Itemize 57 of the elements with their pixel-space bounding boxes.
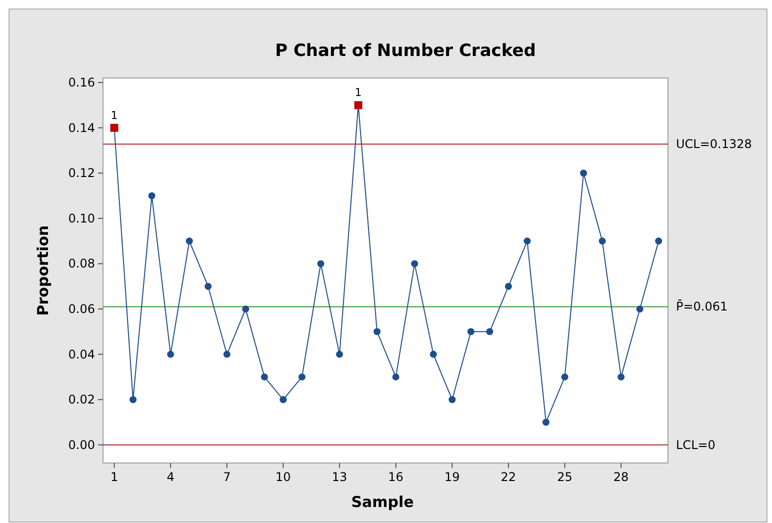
x-tick-label: 13: [332, 470, 348, 484]
x-tick-label: 4: [166, 470, 174, 484]
y-tick-label: 0.08: [68, 256, 95, 271]
point: [392, 373, 400, 380]
point: [598, 238, 606, 245]
point: [411, 260, 418, 268]
point: [486, 328, 494, 336]
x-tick-label: 7: [223, 470, 231, 484]
point: [242, 306, 250, 312]
annotation: 1: [354, 86, 362, 100]
y-tick-label: 0.06: [68, 302, 95, 316]
x-tick-label: 19: [444, 470, 460, 484]
y-tick-label: 0.04: [68, 347, 95, 362]
annotation: 1: [110, 108, 118, 122]
point: [186, 238, 193, 245]
y-axis-title: Proportion: [34, 225, 52, 316]
point: [655, 238, 662, 245]
point: [167, 350, 174, 358]
ref-line-label: LCL=0: [676, 438, 716, 452]
point: [110, 124, 118, 132]
point: [524, 238, 531, 245]
point: [280, 396, 287, 404]
ref-line-label: P̄=0.061: [676, 300, 728, 314]
x-tick-label: 22: [500, 470, 516, 484]
point: [317, 260, 324, 268]
y-tick-label: 0.16: [68, 76, 95, 90]
point: [467, 328, 474, 336]
x-tick-label: 28: [613, 470, 629, 484]
point: [580, 170, 588, 177]
x-tick-label: 10: [276, 470, 291, 484]
point: [260, 373, 268, 380]
point: [430, 350, 437, 358]
y-tick-label: 0.10: [68, 211, 95, 226]
chart-title: P Chart of Number Cracked: [275, 41, 536, 61]
point: [374, 328, 381, 336]
point: [298, 373, 306, 380]
point: [223, 350, 230, 358]
x-tick-label: 25: [557, 470, 572, 484]
x-tick-label: 1: [110, 470, 118, 484]
x-tick-label: 16: [388, 470, 404, 484]
point: [504, 282, 512, 290]
point: [148, 192, 156, 200]
point: [336, 350, 344, 358]
ref-line-label: UCL=0.1328: [676, 137, 752, 152]
point: [561, 373, 568, 380]
point: [636, 306, 644, 312]
y-tick-label: 0.00: [68, 438, 95, 452]
point: [618, 373, 625, 380]
point: [204, 282, 212, 290]
point: [130, 396, 137, 404]
point: [354, 101, 362, 110]
point: [448, 396, 456, 404]
x-axis-title: Sample: [351, 493, 414, 511]
y-tick-label: 0.02: [68, 392, 95, 407]
point: [542, 418, 550, 426]
y-tick-label: 0.14: [68, 120, 95, 135]
y-tick-label: 0.12: [68, 166, 95, 180]
